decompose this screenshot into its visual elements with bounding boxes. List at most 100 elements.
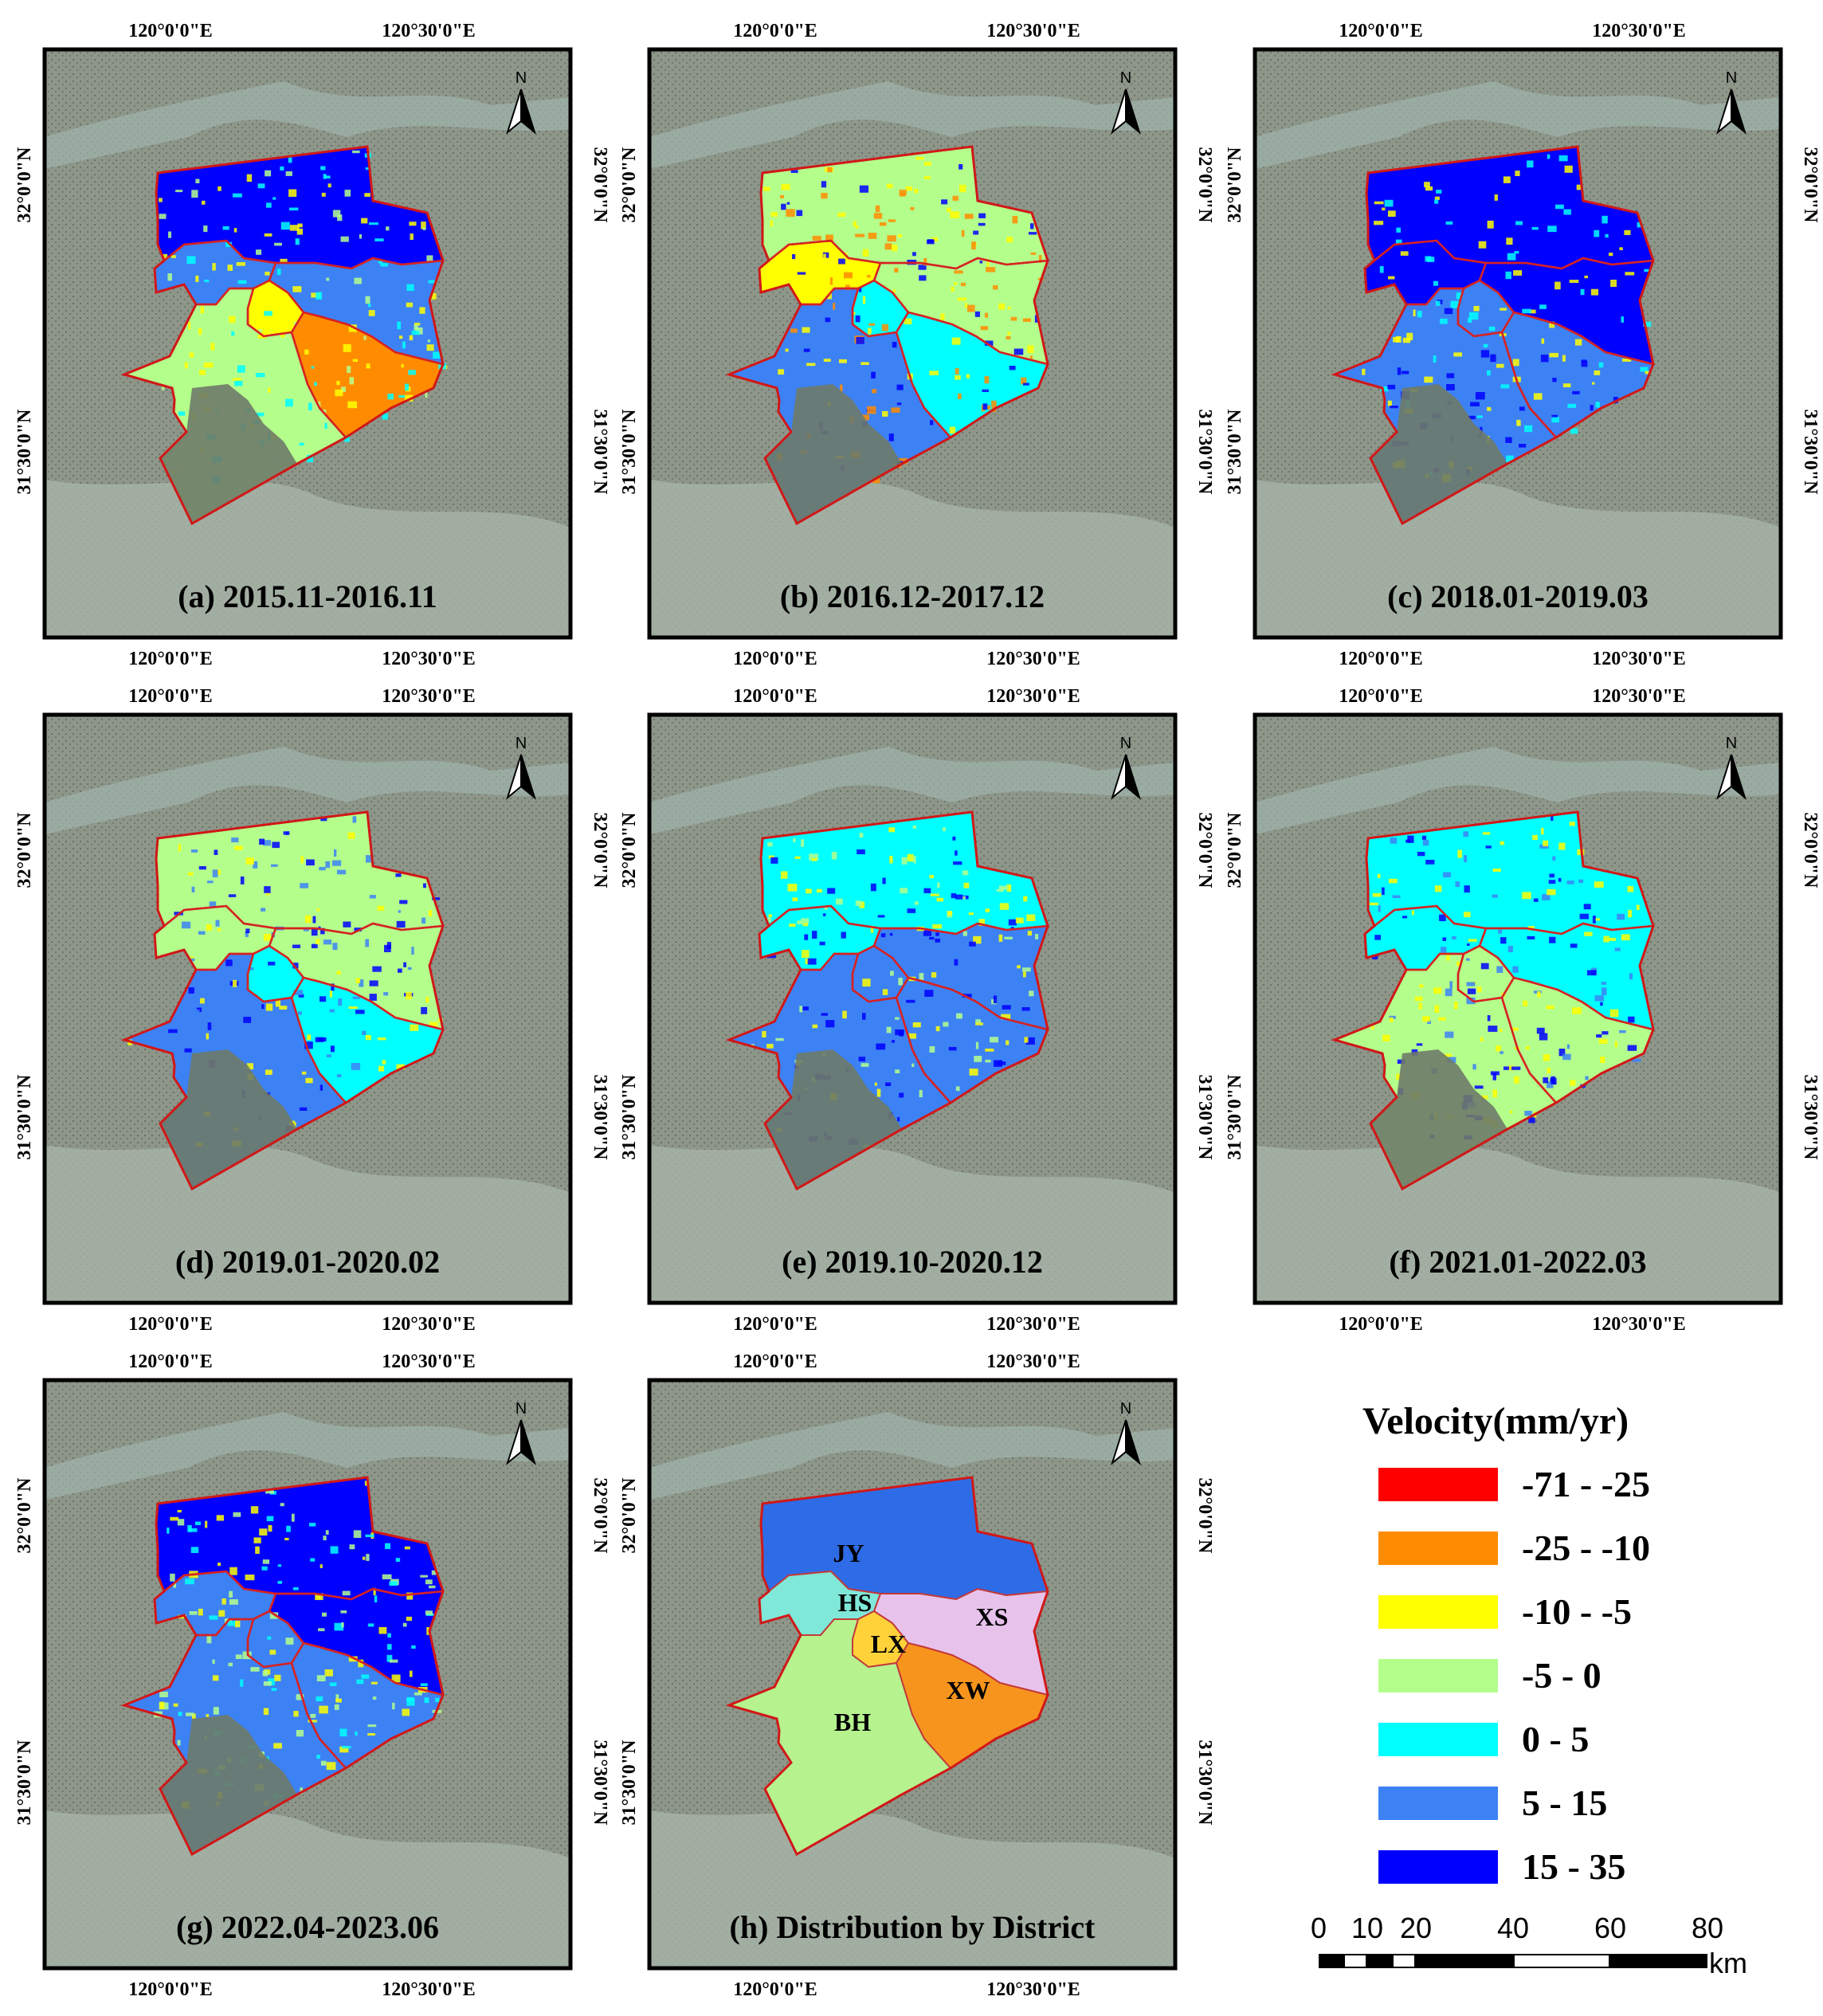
velocity-zone-xs <box>874 258 1048 364</box>
velocity-speckle <box>347 401 357 409</box>
velocity-speckle <box>982 403 988 410</box>
velocity-speckle <box>332 210 341 218</box>
velocity-speckle <box>767 841 773 847</box>
velocity-speckle <box>355 978 360 983</box>
velocity-speckle <box>170 1573 175 1582</box>
velocity-speckle <box>298 994 304 998</box>
study-area-outline <box>120 810 445 1191</box>
velocity-speckle <box>786 202 790 205</box>
velocity-speckle <box>1572 1007 1582 1014</box>
velocity-speckle <box>1488 1026 1498 1032</box>
velocity-speckle <box>811 858 817 861</box>
velocity-speckle <box>269 359 279 363</box>
velocity-speckle <box>329 1682 337 1686</box>
velocity-speckle <box>1523 1000 1528 1006</box>
velocity-speckle <box>338 998 343 1006</box>
velocity-speckle <box>421 1006 428 1014</box>
velocity-speckle <box>222 226 229 230</box>
velocity-speckle <box>799 1006 803 1013</box>
velocity-speckle <box>243 1017 252 1023</box>
velocity-speckle <box>406 1698 415 1706</box>
velocity-speckle <box>1024 1037 1029 1043</box>
velocity-speckle <box>999 903 1010 910</box>
velocity-speckle <box>1466 997 1476 1005</box>
velocity-speckle <box>1433 355 1437 363</box>
study-area-outline <box>1331 810 1655 1191</box>
velocity-speckle <box>949 426 956 434</box>
velocity-speckle <box>1492 1073 1496 1081</box>
velocity-speckle <box>155 1034 162 1039</box>
latitude-label: 32°0'0"N <box>14 812 35 888</box>
velocity-speckle <box>955 850 958 856</box>
latitude-label: 32°0'0"N <box>1194 1478 1215 1555</box>
longitude-label: 120°30'0"E <box>1592 21 1686 41</box>
velocity-speckle <box>1628 909 1633 918</box>
velocity-speckle <box>233 378 242 381</box>
velocity-speckle <box>1621 213 1624 221</box>
velocity-speckle <box>168 1029 178 1033</box>
velocity-speckle <box>255 373 265 378</box>
velocity-speckle <box>365 1034 371 1041</box>
latitude-label: 31°30'0"N <box>1194 1740 1215 1826</box>
velocity-speckle <box>870 925 874 933</box>
velocity-speckle <box>1480 1095 1488 1100</box>
velocity-speckle <box>326 277 330 281</box>
velocity-speckle <box>272 841 280 849</box>
velocity-speckle <box>369 222 378 226</box>
velocity-speckle <box>320 166 326 171</box>
velocity-speckle <box>1621 316 1624 323</box>
velocity-speckle <box>792 254 796 260</box>
velocity-speckle <box>897 1116 900 1122</box>
velocity-speckle <box>907 908 916 913</box>
velocity-speckle <box>1631 1058 1641 1062</box>
velocity-speckle <box>867 406 876 414</box>
river <box>649 1412 1175 1500</box>
velocity-speckle <box>807 958 817 965</box>
velocity-speckle <box>216 1515 224 1521</box>
velocity-speckle <box>1465 958 1470 961</box>
velocity-speckle <box>299 1107 308 1111</box>
velocity-speckle <box>896 402 902 406</box>
velocity-speckle <box>895 1029 904 1036</box>
velocity-speckle <box>246 174 253 182</box>
velocity-speckle <box>804 934 809 940</box>
velocity-speckle <box>300 883 308 888</box>
district-label: LX <box>871 1630 906 1658</box>
velocity-speckle <box>1406 332 1413 340</box>
velocity-speckle <box>951 893 957 899</box>
velocity-speckle <box>842 1010 847 1019</box>
velocity-speckle <box>347 366 351 374</box>
velocity-speckle <box>253 861 258 869</box>
latitude-label: 32°0'0"N <box>1800 813 1821 889</box>
velocity-speckle <box>929 875 935 879</box>
velocity-speckle <box>797 920 802 924</box>
velocity-speckle <box>1021 377 1027 385</box>
district-label: HS <box>838 1588 872 1617</box>
velocity-speckle <box>382 1574 392 1579</box>
velocity-speckle <box>288 189 297 197</box>
velocity-speckle <box>802 1006 809 1010</box>
velocity-speckle <box>899 190 907 195</box>
velocity-speckle <box>396 920 406 928</box>
velocity-speckle <box>293 1711 299 1717</box>
velocity-speckle <box>779 194 784 198</box>
velocity-zone-xs <box>269 1589 443 1695</box>
velocity-speckle <box>1492 1089 1497 1098</box>
longitude-label: 120°30'0"E <box>382 649 476 669</box>
velocity-speckle <box>1519 444 1527 448</box>
velocity-speckle <box>868 323 875 326</box>
velocity-speckle <box>285 398 293 407</box>
velocity-speckle <box>427 339 431 343</box>
velocity-speckle <box>821 181 827 188</box>
velocity-speckle <box>196 1009 200 1017</box>
velocity-speckle <box>1453 1001 1458 1010</box>
velocity-speckle <box>336 971 341 975</box>
velocity-speckle <box>1581 360 1588 367</box>
velocity-speckle <box>399 900 408 904</box>
velocity-speckle <box>927 239 934 243</box>
velocity-speckle <box>292 944 300 948</box>
velocity-speckle <box>293 990 304 995</box>
velocity-speckle <box>1543 840 1549 847</box>
velocity-speckle <box>265 891 270 896</box>
velocity-speckle <box>812 931 817 939</box>
